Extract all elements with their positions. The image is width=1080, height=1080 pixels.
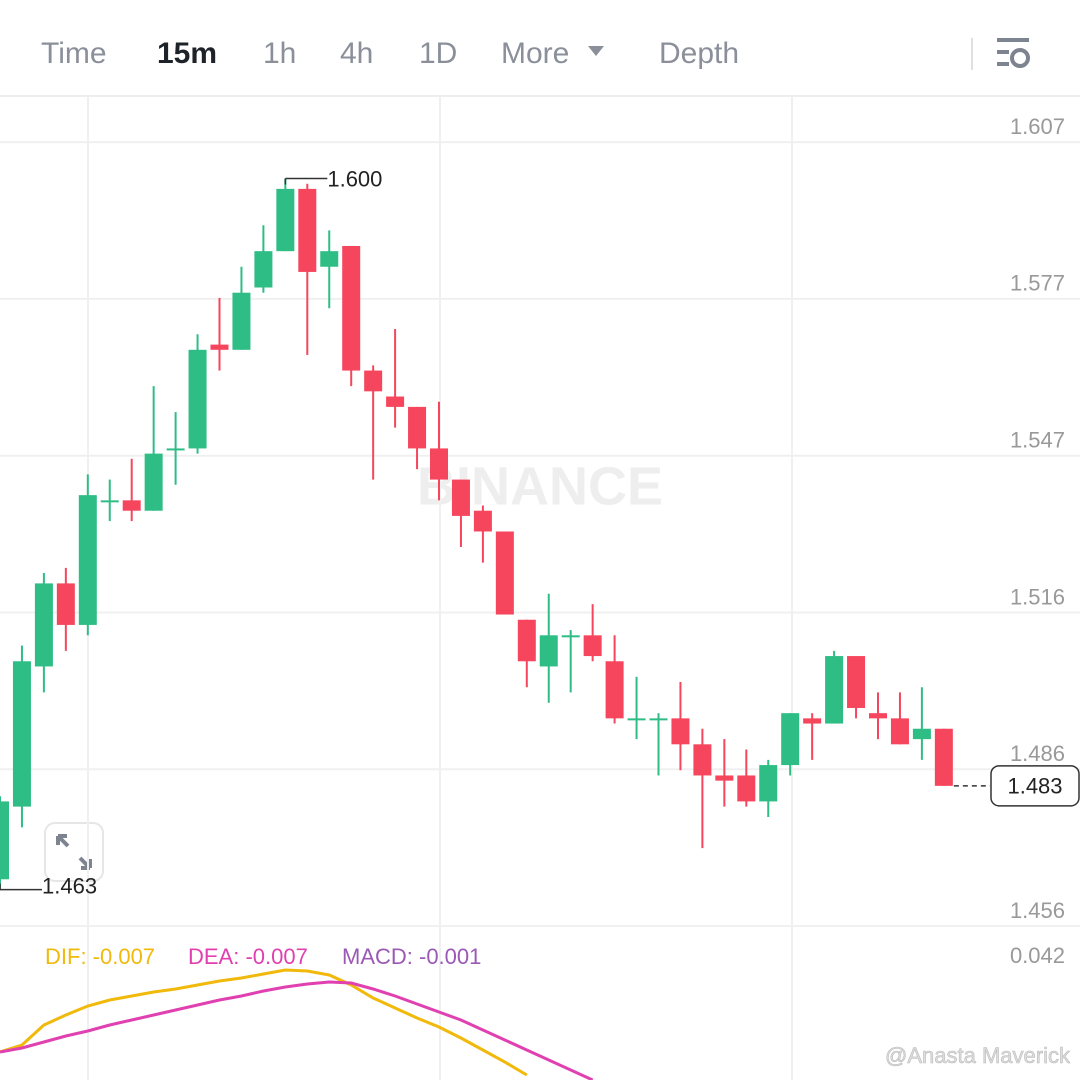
candle-body — [12, 661, 31, 807]
macd-legend: DEA: -0.007 — [188, 944, 308, 969]
candle-body — [34, 583, 53, 667]
y-tick-label: 1.486 — [1010, 741, 1065, 766]
candle-body — [869, 713, 887, 719]
candle-body — [408, 406, 427, 449]
candle-body — [605, 661, 624, 719]
tab[interactable]: Depth — [659, 37, 739, 70]
candle-body — [737, 775, 756, 802]
tab[interactable]: 1D — [419, 37, 457, 70]
candle-body — [210, 344, 229, 350]
macd-tick-label: 0.042 — [1010, 943, 1065, 968]
candle-body — [912, 728, 931, 740]
tab[interactable]: 1h — [263, 37, 296, 70]
candle-body — [890, 718, 909, 745]
macd-line — [0, 968, 528, 1077]
tab[interactable]: More — [501, 37, 569, 70]
candle-body — [803, 718, 822, 724]
candle-body — [715, 775, 734, 781]
last-price-box — [990, 765, 1080, 807]
candle-body — [451, 479, 470, 516]
candle-body — [561, 635, 580, 638]
tab[interactable]: Time — [41, 37, 107, 70]
candle-body — [320, 251, 339, 267]
candle-body — [693, 744, 712, 776]
tab[interactable]: 15m — [157, 37, 217, 70]
candle-body — [56, 583, 75, 625]
macd-lines — [0, 968, 594, 1080]
candle-body — [100, 500, 119, 503]
high_mark-label: 1.600 — [327, 166, 382, 191]
candle-body — [539, 635, 558, 667]
candle-body — [122, 500, 141, 511]
y-tick-label: 1.607 — [1010, 114, 1065, 139]
candle-body — [254, 251, 273, 288]
candle-body — [188, 349, 207, 449]
expand-button[interactable] — [44, 822, 104, 882]
candle-body — [825, 656, 844, 724]
candle-body — [166, 448, 185, 451]
y-tick-label: 1.456 — [1010, 898, 1065, 923]
low_mark-label: 1.463 — [42, 873, 97, 898]
candle-body — [232, 292, 251, 350]
candle-body — [759, 765, 778, 802]
candle-body — [495, 531, 514, 615]
candle-body — [342, 245, 361, 371]
candle-body — [276, 188, 295, 252]
y-tick-label: 1.516 — [1010, 584, 1065, 609]
candle-body — [430, 448, 448, 480]
candle-body — [517, 619, 536, 662]
y-tick-label: 1.577 — [1010, 271, 1065, 296]
credit: @Anasta Maverick — [885, 1043, 1071, 1068]
candle-body — [649, 718, 668, 721]
candle-body — [627, 718, 646, 721]
candle-body — [386, 396, 405, 407]
tab[interactable]: 4h — [340, 37, 373, 70]
candle-body — [0, 801, 9, 880]
candle-body — [144, 453, 163, 511]
last-price-label: 1.483 — [1007, 774, 1062, 799]
candle-body — [671, 718, 690, 745]
candle-body — [847, 656, 866, 708]
dropdown-arrow — [588, 46, 604, 56]
candle-body — [364, 370, 383, 392]
macd-legend: MACD: -0.001 — [342, 944, 481, 969]
y-tick-label: 1.547 — [1010, 428, 1065, 453]
candle-body — [298, 188, 317, 272]
settings-icon[interactable] — [997, 38, 1030, 68]
candle-body — [78, 495, 97, 625]
candle-body — [781, 713, 800, 766]
candle-body — [473, 510, 492, 532]
candle-body — [934, 728, 953, 786]
macd-line — [0, 980, 594, 1080]
candle-body — [583, 635, 602, 657]
macd-legend: DIF: -0.007 — [45, 944, 155, 969]
